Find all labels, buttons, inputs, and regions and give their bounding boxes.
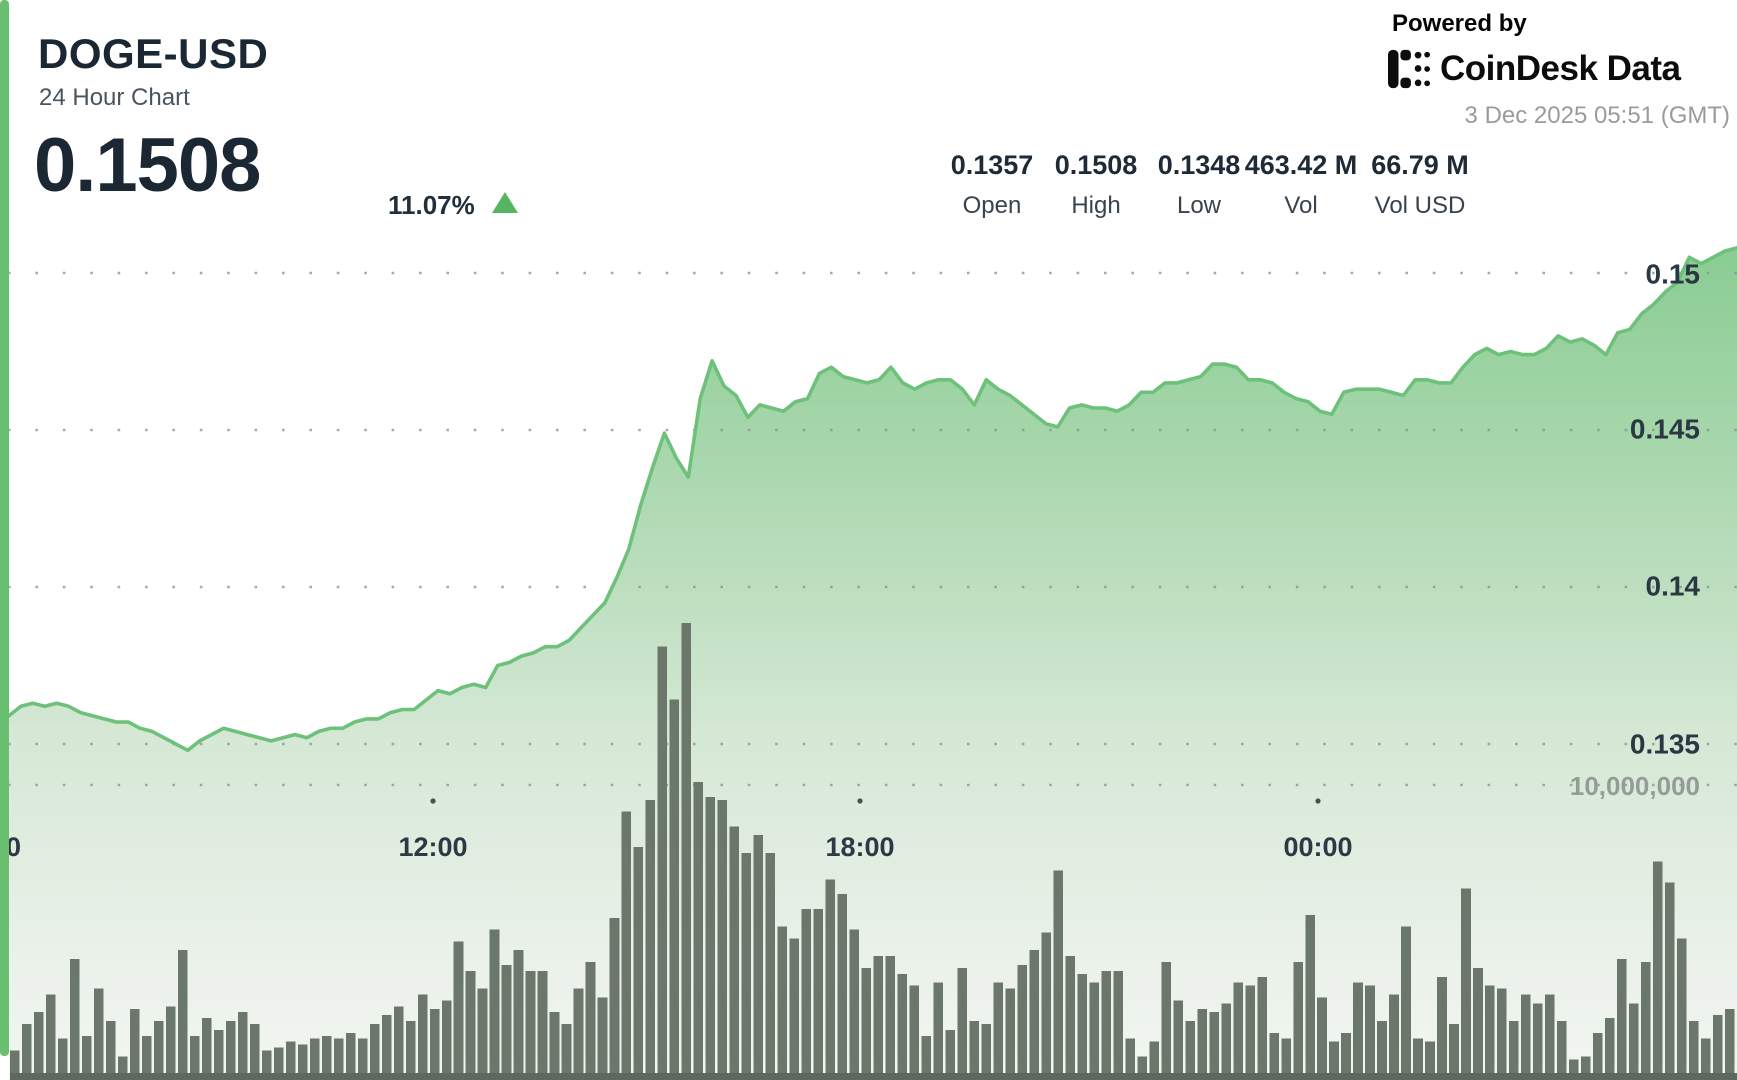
stat-label: High: [1071, 192, 1121, 219]
current-price: 0.1508: [34, 123, 261, 208]
stat-high: 0.1508 High: [1016, 150, 1176, 220]
stat-volume: 463.42 M Vol: [1221, 150, 1381, 220]
time-tick-label: 00:00: [1283, 832, 1352, 862]
volume-bars: [10, 622, 1735, 1080]
chart-subtitle: 24 Hour Chart: [39, 84, 190, 111]
coindesk-logo-icon: [1388, 49, 1430, 89]
brand-name: CoinDesk Data: [1440, 49, 1681, 88]
price-axis-labels: 0.15 0.145 0.14 0.135 10,000,000: [1570, 258, 1701, 800]
stat-value: 0.1508: [1054, 150, 1138, 180]
stat-label: Vol: [1284, 192, 1318, 219]
time-axis-labels: 0 12:00 18:00 00:00: [6, 832, 1353, 862]
powered-by-label: Powered by: [1392, 10, 1527, 37]
stat-value: 0.1348: [1157, 150, 1241, 180]
volume-tick-label: 10,000,000: [1570, 771, 1700, 801]
stat-low: 0.1348 Low: [1119, 150, 1279, 220]
price-tick-label: 0.15: [1646, 258, 1701, 289]
x-axis-tick-dots: [430, 798, 1321, 804]
brand-row: CoinDesk Data: [1388, 48, 1681, 90]
stat-open: 0.1357 Open: [912, 150, 1072, 220]
left-accent-bar: [0, 0, 9, 1056]
volume-baseline: [10, 1073, 1737, 1080]
price-line: [7, 246, 1737, 753]
stat-volume-usd: 66.79 M Vol USD: [1340, 150, 1500, 220]
price-tick-label: 0.14: [1646, 570, 1701, 601]
time-tick-label: 18:00: [825, 832, 894, 862]
price-tick-label: 0.145: [1630, 413, 1700, 444]
stat-label: Open: [962, 192, 1022, 219]
change-percent: 11.07%: [388, 190, 475, 220]
stat-label: Low: [1176, 192, 1222, 219]
stat-value: 66.79 M: [1371, 150, 1469, 180]
up-triangle-icon: [492, 192, 518, 213]
time-tick-label: 12:00: [398, 832, 467, 862]
stat-value: 0.1357: [950, 150, 1034, 180]
stat-value: 463.42 M: [1244, 150, 1358, 180]
price-tick-label: 0.135: [1630, 728, 1700, 759]
stat-label: Vol USD: [1374, 192, 1466, 219]
price-area-fill: [9, 247, 1737, 1080]
timestamp: 3 Dec 2025 05:51 (GMT): [1464, 102, 1730, 129]
time-tick-label: 0: [6, 832, 21, 862]
symbol-title: DOGE-USD: [38, 30, 269, 77]
